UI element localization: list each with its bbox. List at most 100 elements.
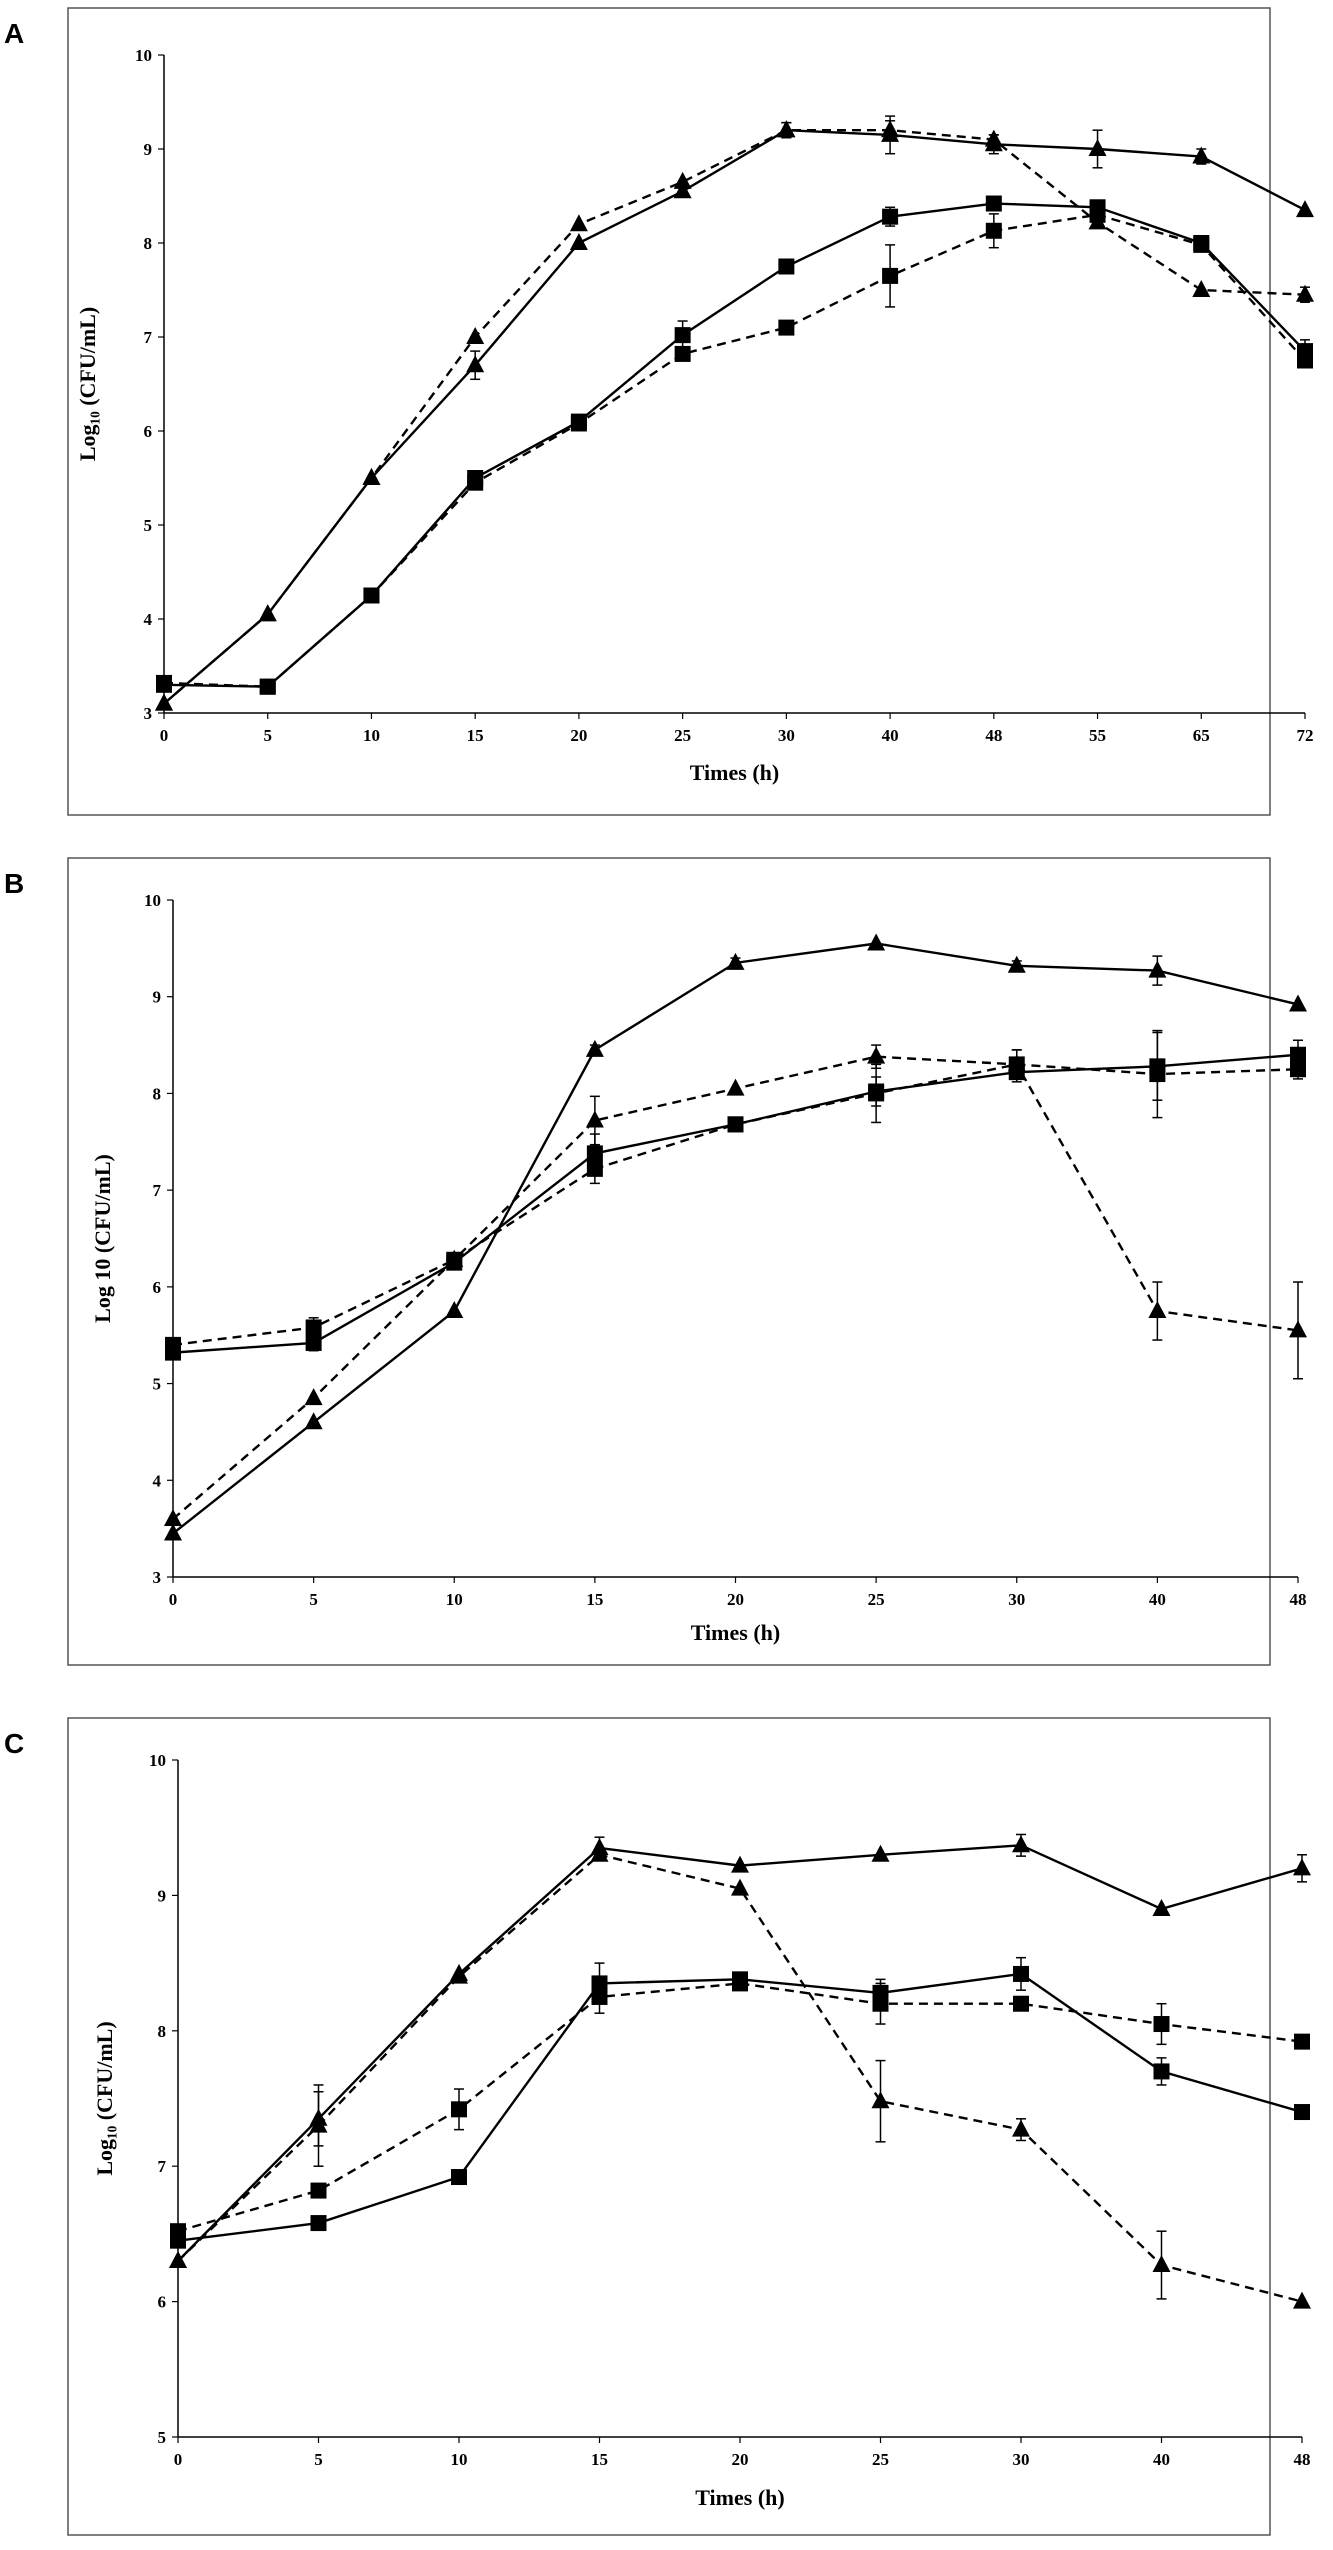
series-square-dashed bbox=[156, 206, 1313, 695]
data-point-square bbox=[586, 1145, 603, 1162]
data-point-triangle bbox=[984, 129, 1003, 147]
panel-a: A 3 4 5 6 7 8 9 10 0 5 10 15 20 25 30 40 48 55 65 72 Times (… bbox=[0, 0, 1333, 830]
data-point-square bbox=[1008, 1056, 1025, 1073]
series-square-dashed bbox=[165, 1029, 1306, 1353]
x-tick-label: 30 bbox=[1008, 1590, 1025, 1609]
data-point-triangle bbox=[871, 1844, 890, 1862]
series-line bbox=[177, 1982, 1303, 2233]
y-tick-label: 9 bbox=[144, 140, 153, 159]
y-tick-label: 5 bbox=[158, 2428, 167, 2447]
series-line bbox=[163, 128, 1306, 705]
data-point-triangle bbox=[1192, 280, 1211, 297]
y-tick-label: 7 bbox=[144, 328, 153, 347]
series-square-dashed bbox=[170, 1975, 1310, 2240]
data-point-square bbox=[156, 674, 172, 691]
panel-frame bbox=[67, 857, 1271, 1666]
data-point-square bbox=[1013, 1995, 1029, 2012]
data-point-triangle bbox=[450, 1966, 468, 1984]
data-point-triangle bbox=[881, 120, 900, 138]
x-tick-label: 48 bbox=[1294, 2450, 1311, 2469]
data-point-triangle bbox=[1152, 2255, 1171, 2273]
x-tick-label: 0 bbox=[174, 2450, 183, 2469]
chart-b: 3 4 5 6 7 8 9 10 0 5 10 15 20 25 30 40 48 Times (h) Log 10… bbox=[67, 857, 1307, 1666]
y-tick-label: 9 bbox=[158, 1886, 167, 1905]
data-point-square bbox=[1153, 2016, 1170, 2033]
data-point-square bbox=[305, 1319, 322, 1336]
data-point-triangle bbox=[731, 1878, 749, 1896]
data-point-triangle bbox=[164, 1508, 182, 1526]
x-tick-label: 15 bbox=[591, 2450, 608, 2469]
data-point-triangle bbox=[304, 1388, 323, 1406]
data-point-triangle bbox=[867, 1046, 886, 1064]
data-point-square bbox=[778, 319, 795, 336]
data-point-square bbox=[1153, 2063, 1170, 2080]
data-point-square bbox=[570, 415, 587, 432]
y-axis-label: Log₁₀ (CFU/mL) bbox=[92, 2021, 117, 2175]
data-point-triangle bbox=[169, 2250, 187, 2268]
data-point-triangle bbox=[164, 1523, 182, 1541]
data-point-triangle bbox=[867, 933, 886, 951]
series-square-solid bbox=[156, 195, 1313, 695]
data-point-square bbox=[1290, 1046, 1306, 1063]
x-tick-label: 5 bbox=[314, 2450, 323, 2469]
data-point-triangle bbox=[726, 1078, 745, 1096]
data-point-triangle bbox=[309, 2115, 328, 2133]
data-point-triangle bbox=[258, 604, 277, 622]
data-point-triangle bbox=[1296, 284, 1314, 302]
x-tick-label: 10 bbox=[451, 2450, 468, 2469]
y-tick-label: 3 bbox=[153, 1568, 162, 1587]
series-triangle-dashed bbox=[155, 120, 1314, 711]
series-line bbox=[177, 1853, 1303, 2303]
x-tick-label: 0 bbox=[169, 1590, 178, 1609]
data-point-square bbox=[868, 1085, 885, 1102]
data-point-square bbox=[872, 1995, 889, 2012]
x-tick-label: 15 bbox=[467, 726, 484, 745]
series-triangle-solid bbox=[169, 1833, 1311, 2268]
data-point-triangle bbox=[1012, 2119, 1030, 2137]
series-line bbox=[177, 1972, 1303, 2242]
data-point-square bbox=[778, 258, 795, 275]
panel-c: C 5 6 7 8 9 10 0 5 10 15 20 25 30 40 48 Times (h) Log₁₀ … bbox=[0, 1710, 1333, 2550]
y-tick-label: 7 bbox=[158, 2157, 167, 2176]
x-tick-label: 65 bbox=[1193, 726, 1210, 745]
data-point-triangle bbox=[1088, 139, 1107, 156]
data-point-square bbox=[674, 345, 691, 362]
panel-label-a: A bbox=[4, 18, 25, 49]
data-point-triangle bbox=[155, 693, 173, 711]
series-line bbox=[172, 1063, 1299, 1347]
data-point-triangle bbox=[726, 952, 745, 970]
data-point-square bbox=[165, 1336, 181, 1353]
data-point-square bbox=[451, 2169, 467, 2186]
data-point-triangle bbox=[871, 2091, 890, 2109]
x-tick-label: 10 bbox=[446, 1590, 463, 1609]
y-tick-label: 9 bbox=[153, 988, 162, 1007]
y-tick-label: 10 bbox=[135, 46, 152, 65]
x-tick-label: 48 bbox=[1290, 1590, 1307, 1609]
data-point-square bbox=[363, 587, 380, 604]
data-point-triangle bbox=[1007, 955, 1026, 973]
data-point-triangle bbox=[362, 468, 381, 485]
data-point-triangle bbox=[1148, 1301, 1167, 1319]
y-tick-label: 10 bbox=[144, 891, 161, 910]
x-axis-label: Times (h) bbox=[691, 1620, 780, 1645]
data-point-square bbox=[1149, 1066, 1166, 1083]
data-point-square bbox=[674, 327, 691, 344]
data-point-triangle bbox=[1152, 1898, 1171, 1916]
data-point-square bbox=[586, 1160, 603, 1177]
y-axis-label: Log₁₀ (CFU/mL) bbox=[75, 307, 100, 461]
y-tick-label: 4 bbox=[144, 610, 153, 629]
x-tick-label: 25 bbox=[868, 1590, 885, 1609]
data-point-triangle bbox=[304, 1412, 323, 1430]
data-point-square bbox=[1297, 352, 1313, 369]
x-tick-label: 55 bbox=[1089, 726, 1106, 745]
data-point-square bbox=[727, 1116, 744, 1133]
data-point-triangle bbox=[1148, 960, 1167, 978]
panel-label-b: B bbox=[4, 868, 25, 899]
x-tick-label: 40 bbox=[1149, 1590, 1166, 1609]
y-tick-label: 8 bbox=[153, 1084, 162, 1103]
data-point-triangle bbox=[731, 1855, 749, 1873]
data-point-square bbox=[446, 1251, 463, 1268]
series-line bbox=[172, 1053, 1299, 1354]
data-point-triangle bbox=[466, 355, 485, 373]
x-tick-label: 15 bbox=[586, 1590, 603, 1609]
